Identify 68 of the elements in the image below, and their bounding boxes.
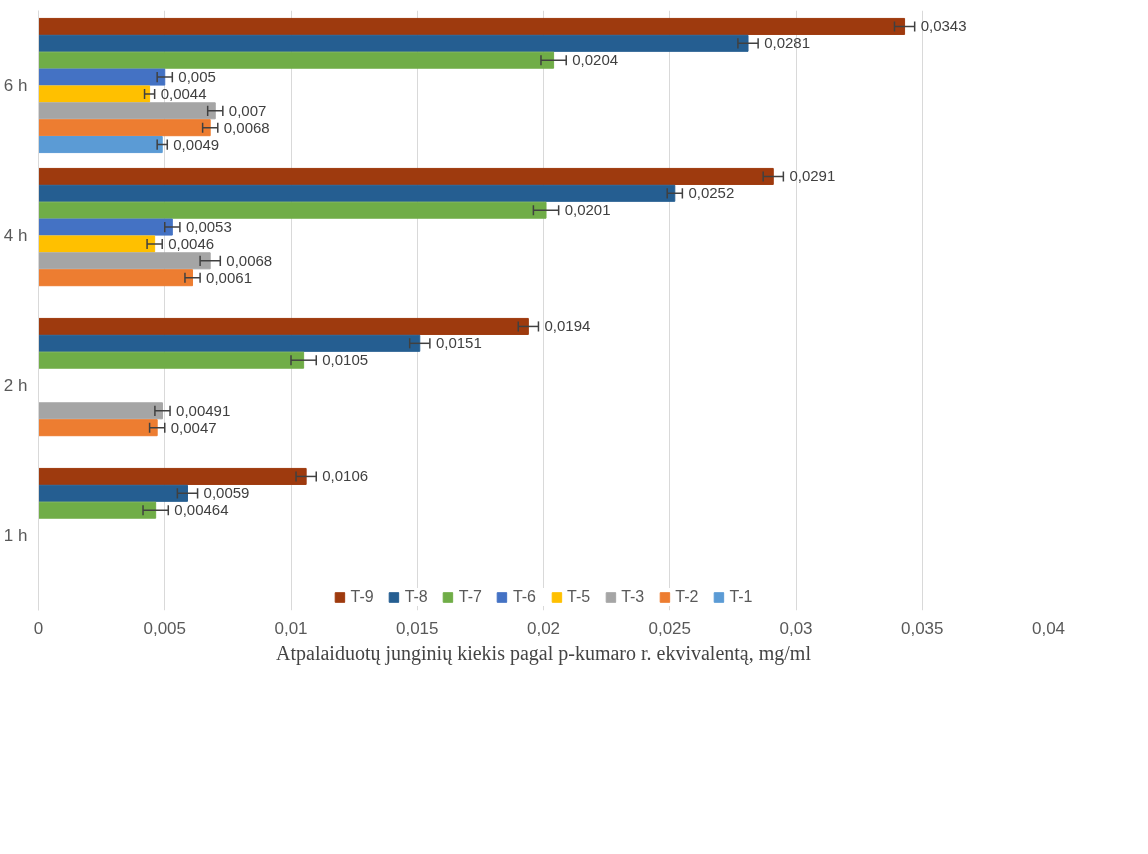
- x-tick-label: 0,03: [779, 618, 813, 638]
- y-tick-label: 2 h: [3, 376, 28, 395]
- bar: [38, 17, 906, 35]
- x-tick-label: 0: [33, 618, 44, 638]
- bar: [38, 467, 307, 485]
- bar: [38, 252, 211, 270]
- bar: [38, 68, 166, 86]
- data-label: 0,0068: [223, 118, 270, 136]
- x-tick-label: 0,025: [648, 618, 692, 638]
- x-tick-label: 0,035: [900, 618, 944, 638]
- bar: [38, 119, 211, 137]
- data-label: 0,0291: [789, 167, 836, 185]
- data-label: 0,0281: [764, 34, 811, 52]
- bar: [38, 201, 547, 219]
- y-tick-label: 4 h: [3, 226, 28, 245]
- data-label: 0,0105: [322, 351, 369, 369]
- x-tick-label: 0,015: [395, 618, 439, 638]
- data-label: 0,0252: [688, 184, 735, 202]
- bar: [38, 218, 173, 236]
- bar: [38, 317, 529, 335]
- bar: [38, 501, 157, 519]
- bar: [38, 269, 194, 287]
- x-tick-label: 0,005: [143, 618, 187, 638]
- data-label: 0,0204: [572, 51, 619, 69]
- bar: [38, 484, 188, 502]
- bar: [38, 34, 749, 52]
- bar: [38, 136, 163, 154]
- bar: [38, 235, 156, 253]
- legend-label: T-9: [350, 588, 374, 606]
- data-label: 0,0046: [168, 234, 215, 252]
- data-label: 0,0343: [920, 17, 967, 35]
- data-label: 0,00464: [174, 501, 229, 519]
- x-tick-label: 0,02: [526, 618, 561, 638]
- legend-label: T-5: [567, 588, 591, 606]
- data-label: 0,0201: [564, 201, 611, 219]
- bar: [38, 85, 151, 103]
- x-tick-label: 0,01: [274, 618, 308, 638]
- data-label: 0,0068: [226, 251, 273, 269]
- data-label: 0,0106: [322, 467, 369, 485]
- data-label: 0,0059: [203, 484, 250, 502]
- y-tick-label: 1 h: [3, 526, 28, 545]
- legend-label: T-3: [621, 588, 645, 606]
- data-label: 0,0047: [170, 418, 217, 436]
- data-label: 0,005: [178, 68, 216, 86]
- data-label: 0,0194: [544, 317, 591, 335]
- bar: [38, 51, 555, 69]
- bar: [38, 351, 305, 369]
- data-label: 0,0053: [185, 218, 232, 236]
- y-tick-label: 6 h: [3, 76, 28, 95]
- legend-label: T-7: [458, 588, 482, 606]
- data-label: 0,0044: [160, 84, 207, 102]
- legend-label: T-8: [404, 588, 428, 606]
- bar: [38, 334, 421, 352]
- legend-label: T-6: [512, 588, 536, 606]
- data-label: 0,00491: [176, 401, 231, 419]
- bar: [38, 419, 158, 437]
- x-tick-label: 0,04: [1031, 618, 1066, 638]
- bar: [38, 184, 676, 202]
- x-axis-title: Atpalaiduotų junginių kiekis pagal p-kumaro r. ekvivalentą, mg/ml: [276, 641, 812, 665]
- legend-label: T-1: [729, 588, 753, 606]
- bar: [38, 102, 216, 120]
- data-label: 0,0061: [206, 268, 252, 286]
- bar: [38, 402, 163, 420]
- data-label: 0,007: [228, 101, 267, 119]
- data-label: 0,0151: [435, 334, 482, 352]
- legend-label: T-2: [675, 588, 699, 606]
- data-label: 0,0049: [173, 135, 220, 153]
- bar: [38, 167, 774, 185]
